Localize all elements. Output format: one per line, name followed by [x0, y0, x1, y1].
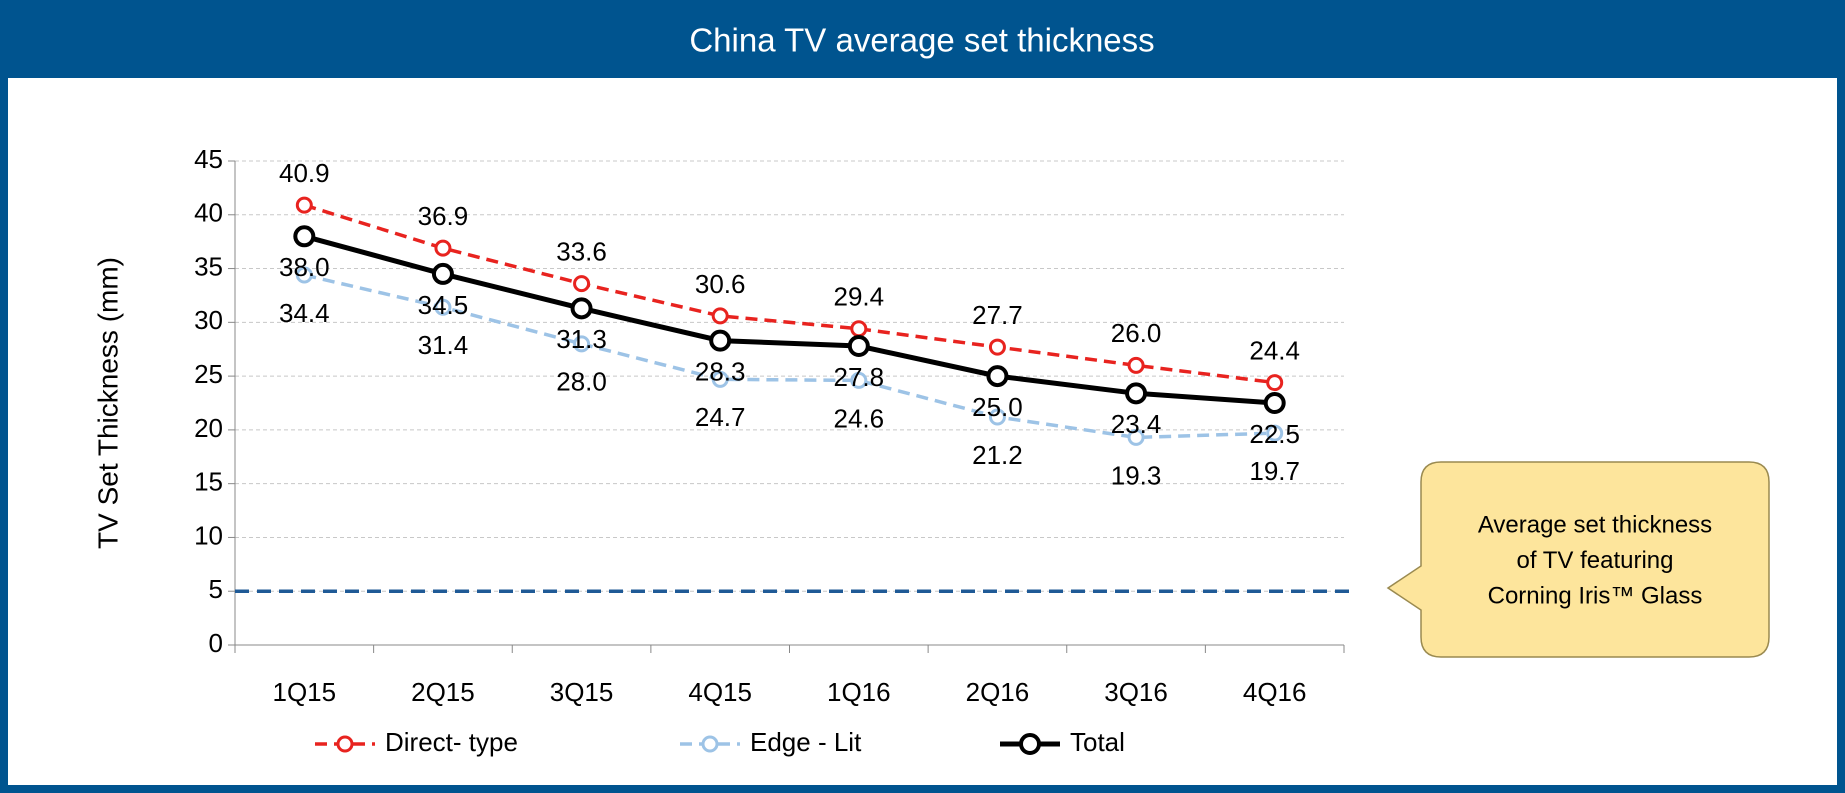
marker	[1266, 424, 1284, 442]
marker	[434, 298, 452, 316]
data-label: 27.8	[834, 362, 885, 392]
data-label: 24.4	[1249, 335, 1300, 365]
y-tick-label: 20	[194, 413, 223, 443]
data-label: 34.4	[279, 298, 330, 328]
series-line	[303, 203, 1275, 385]
x-tick-label: 3Q16	[1104, 677, 1168, 707]
marker	[711, 370, 729, 388]
y-tick-label: 10	[194, 520, 223, 550]
data-label: 21.2	[972, 440, 1023, 470]
data-label: 19.7	[1249, 456, 1300, 486]
y-tick-label: 0	[209, 628, 223, 658]
data-label: 40.9	[279, 158, 330, 188]
data-label: 22.5	[1249, 419, 1300, 449]
marker	[986, 365, 1009, 388]
annotation-text: Corning Iris™ Glass	[1488, 582, 1703, 609]
data-label: 28.3	[695, 356, 746, 386]
y-tick-label: 15	[194, 467, 223, 497]
data-label: 28.0	[556, 367, 607, 397]
data-label: 38.0	[279, 252, 330, 282]
data-label: 23.4	[1111, 409, 1162, 439]
y-tick-label: 30	[194, 305, 223, 335]
legend-label: Direct- type	[385, 727, 518, 757]
marker	[1127, 428, 1145, 446]
marker	[850, 320, 868, 338]
data-label: 26.0	[1111, 318, 1162, 348]
chart-title: China TV average set thickness	[689, 22, 1154, 59]
data-label: 36.9	[418, 201, 469, 231]
marker	[431, 262, 454, 285]
marker	[847, 334, 870, 357]
legend-label: Total	[1070, 727, 1125, 757]
x-tick-label: 4Q15	[688, 677, 752, 707]
marker	[570, 297, 593, 320]
x-tick-label: 2Q16	[966, 677, 1030, 707]
y-tick-label: 35	[194, 251, 223, 281]
x-tick-label: 3Q15	[550, 677, 614, 707]
legend-marker	[336, 735, 354, 753]
data-label: 34.5	[418, 290, 469, 320]
marker	[850, 371, 868, 389]
marker	[1127, 356, 1145, 374]
y-tick-label: 45	[194, 144, 223, 174]
annotation-text: Average set thickness	[1478, 511, 1712, 538]
x-tick-label: 1Q15	[273, 677, 337, 707]
data-label: 33.6	[556, 236, 607, 266]
marker	[988, 408, 1006, 426]
marker	[573, 335, 591, 353]
x-tick-label: 4Q16	[1243, 677, 1307, 707]
data-label: 24.7	[695, 402, 746, 432]
data-label: 24.6	[834, 403, 885, 433]
series-line	[303, 273, 1275, 440]
x-tick-label: 2Q15	[411, 677, 475, 707]
marker	[434, 239, 452, 257]
data-label: 29.4	[834, 282, 885, 312]
data-label: 19.3	[1111, 460, 1162, 490]
legend-marker	[1019, 733, 1041, 755]
data-label: 31.3	[556, 324, 607, 354]
marker	[711, 307, 729, 325]
y-tick-label: 40	[194, 198, 223, 228]
series-line	[303, 233, 1275, 406]
header	[4, 4, 1841, 78]
marker	[293, 225, 316, 248]
marker	[1263, 392, 1286, 414]
y-axis-label: TV Set Thickness (mm)	[92, 257, 123, 549]
marker	[295, 196, 313, 214]
annotation-text: of TV featuring	[1517, 547, 1674, 574]
data-label: 30.6	[695, 269, 746, 299]
x-tick-label: 1Q16	[827, 677, 891, 707]
data-label: 27.7	[972, 300, 1023, 330]
callout-box	[1386, 461, 1770, 658]
legend-marker	[701, 735, 719, 753]
marker	[295, 266, 313, 284]
marker	[1125, 382, 1148, 405]
legend-label: Edge - Lit	[750, 727, 862, 757]
marker	[709, 329, 732, 352]
marker	[573, 275, 591, 293]
data-label: 31.4	[418, 330, 469, 360]
y-tick-label: 25	[194, 359, 223, 389]
marker	[988, 338, 1006, 356]
marker	[1266, 374, 1284, 392]
data-label: 25.0	[972, 392, 1023, 422]
y-tick-label: 5	[209, 574, 223, 604]
